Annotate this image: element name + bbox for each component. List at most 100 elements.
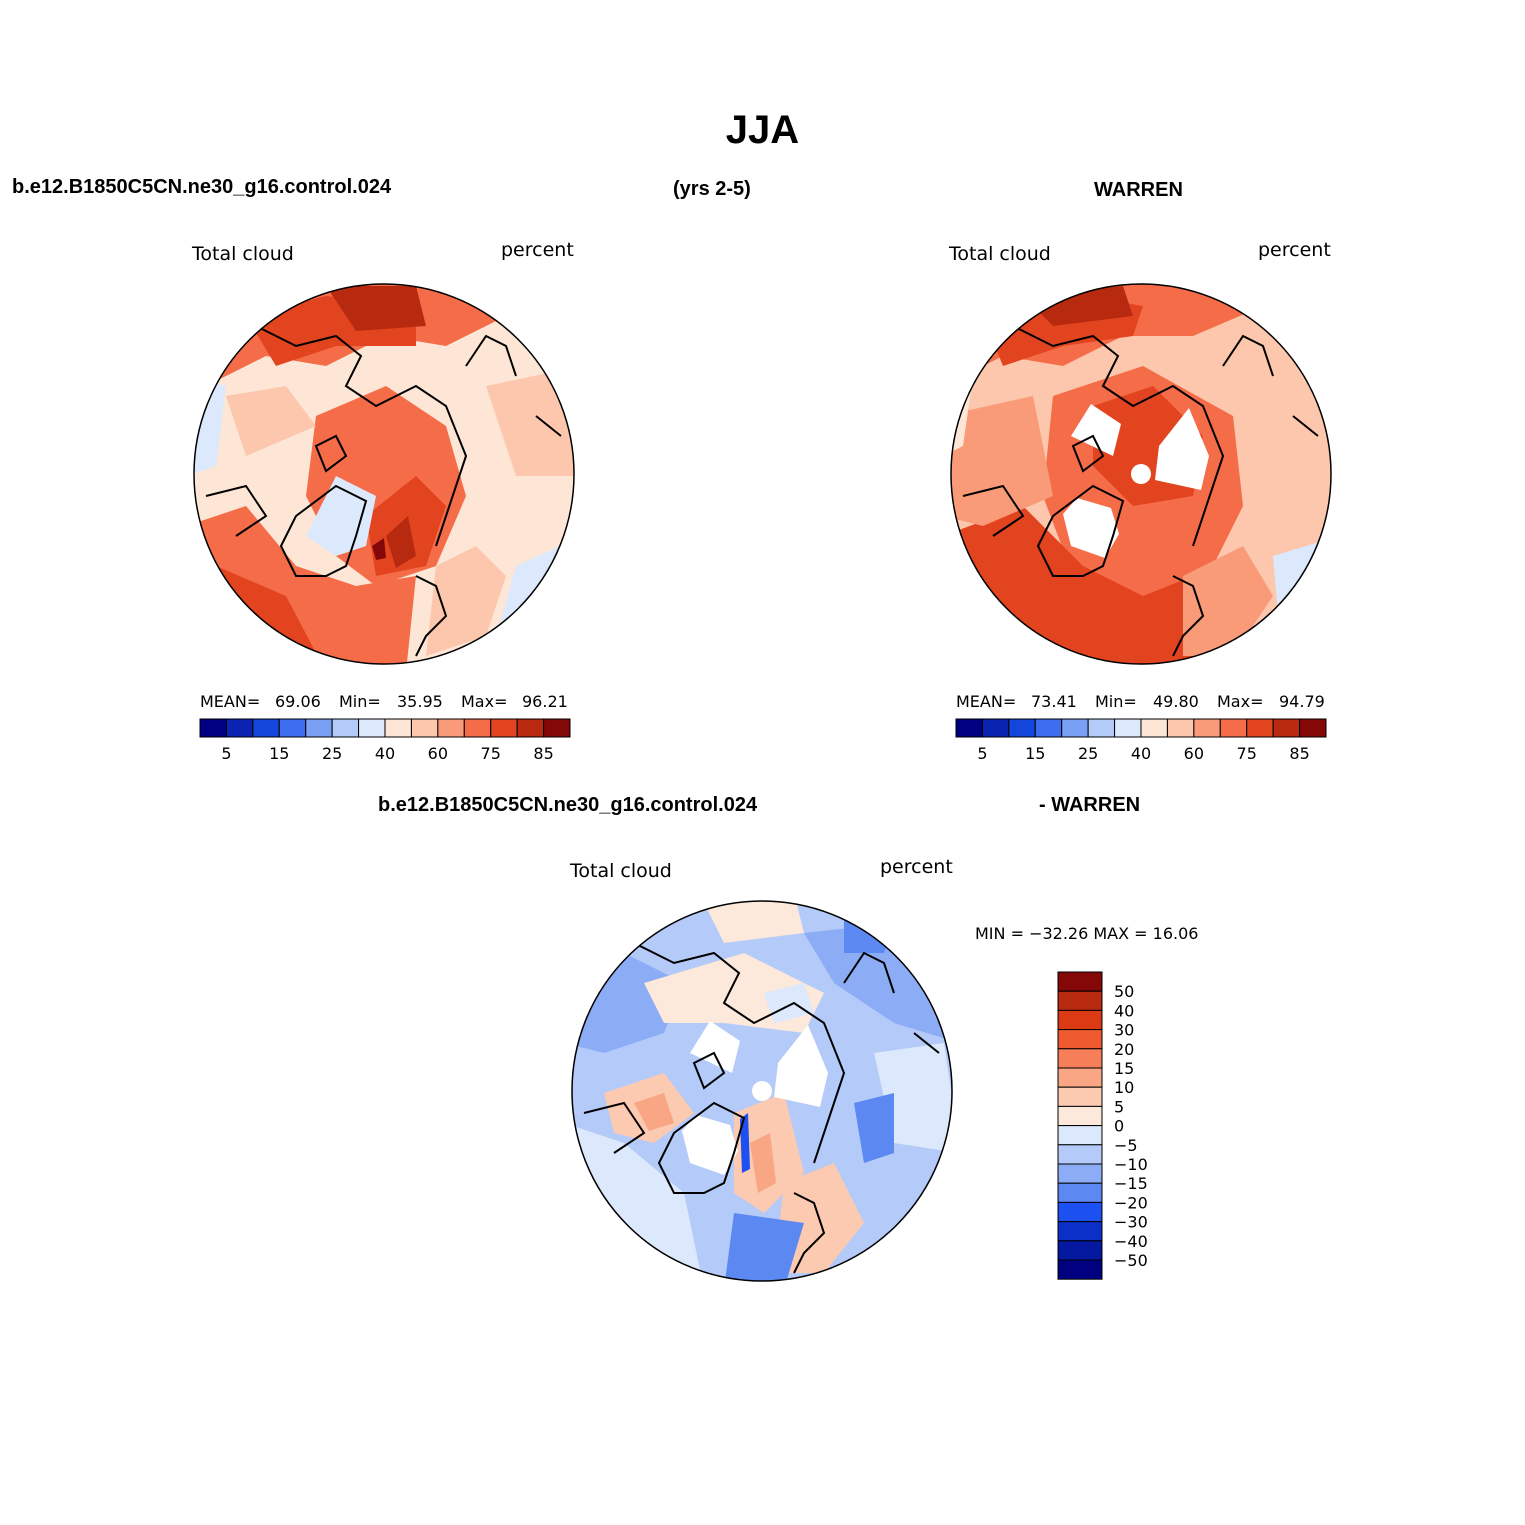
model-mean-value: 69.06 [275, 692, 321, 711]
colorbar-swatch [1057, 1240, 1103, 1261]
model-colorbar: 515254060758595 [199, 718, 571, 763]
colorbar-swatch [225, 718, 254, 738]
obs-mean-value: 73.41 [1031, 692, 1077, 711]
colorbar-swatch [1057, 1048, 1103, 1069]
colorbar-tick-label: 15 [1025, 744, 1045, 763]
model-variable-label: Total cloud [192, 243, 294, 265]
colorbar-swatch [1057, 1105, 1103, 1127]
colorbar-tick-label: 40 [1131, 744, 1151, 763]
colorbar-swatch [1299, 718, 1327, 738]
model-units-label: percent [501, 239, 574, 261]
colorbar-tick-label: 50 [1114, 982, 1134, 1001]
colorbar-swatch [384, 718, 412, 738]
diff-obs-name-header: - WARREN [1039, 794, 1141, 816]
colorbar-tick-label: 75 [481, 744, 501, 763]
diff-case-name-header: b.e12.B1850C5CN.ne30_g16.control.024 [378, 794, 758, 816]
model-mean-label: MEAN= [200, 692, 261, 711]
colorbar-swatch [1193, 718, 1221, 738]
obs-max-value: 94.79 [1279, 692, 1325, 711]
colorbar-tick-label: 30 [1114, 1021, 1134, 1040]
colorbar-tick-label: −30 [1114, 1213, 1148, 1232]
colorbar-swatch [1166, 718, 1195, 738]
colorbar-tick-label: −40 [1114, 1232, 1148, 1251]
colorbar-swatch [490, 718, 518, 738]
model-max-label: Max= [461, 692, 508, 711]
colorbar-tick-label: 25 [1078, 744, 1098, 763]
obs-colorbar: 515254060758595 [955, 718, 1327, 763]
colorbar-tick-label: 85 [1289, 744, 1309, 763]
obs-name-header: WARREN [1094, 179, 1183, 201]
colorbar-tick-label: 40 [375, 744, 395, 763]
obs-max-label: Max= [1217, 692, 1264, 711]
colorbar-swatch [1057, 971, 1103, 992]
colorbar-tick-label: −20 [1114, 1193, 1148, 1212]
obs-mean-label: MEAN= [956, 692, 1017, 711]
colorbar-tick-label: 40 [1114, 1001, 1134, 1020]
colorbar-swatch [358, 718, 386, 738]
colorbar-swatch [1008, 718, 1036, 738]
colorbar-tick-label: −5 [1114, 1136, 1138, 1155]
colorbar-swatch [331, 718, 360, 738]
colorbar-tick-label: 10 [1114, 1078, 1134, 1097]
case-name-header: b.e12.B1850C5CN.ne30_g16.control.024 [12, 176, 392, 198]
colorbar-swatch [1087, 718, 1116, 738]
colorbar-swatch [1061, 718, 1089, 738]
model-max-value: 96.21 [522, 692, 568, 711]
colorbar-tick-label: 60 [428, 744, 448, 763]
model-polar-map [193, 283, 575, 665]
diff-polar-map [571, 900, 953, 1282]
obs-polar-map [950, 283, 1332, 665]
colorbar-swatch [1057, 1125, 1103, 1146]
colorbar-swatch [1114, 718, 1142, 738]
colorbar-swatch [1246, 718, 1274, 738]
colorbar-tick-label: −15 [1114, 1174, 1148, 1193]
colorbar-tick-label: 5 [221, 744, 231, 763]
colorbar-swatch [516, 718, 545, 738]
years-header: (yrs 2-5) [673, 178, 751, 200]
colorbar-swatch [1057, 1029, 1103, 1050]
colorbar-swatch [1057, 1163, 1103, 1184]
diff-variable-label: Total cloud [570, 860, 672, 882]
obs-variable-label: Total cloud [949, 243, 1051, 265]
colorbar-tick-label: 5 [977, 744, 987, 763]
colorbar-swatch [1057, 1182, 1103, 1203]
obs-min-label: Min= [1095, 692, 1137, 711]
colorbar-swatch [1057, 1221, 1103, 1242]
colorbar-swatch [1057, 1259, 1103, 1280]
colorbar-tick-label: 15 [1114, 1059, 1134, 1078]
colorbar-tick-label: 15 [269, 744, 289, 763]
colorbar-tick-label: 5 [1114, 1097, 1124, 1116]
diff-minmax-label: MIN = −32.26 MAX = 16.06 [975, 924, 1199, 943]
colorbar-swatch [981, 718, 1010, 738]
colorbar-swatch [1057, 1144, 1103, 1165]
diff-units-label: percent [880, 856, 953, 878]
colorbar-swatch [1057, 1201, 1103, 1223]
colorbar-swatch [1057, 990, 1103, 1011]
model-min-label: Min= [339, 692, 381, 711]
colorbar-tick-label: 85 [533, 744, 553, 763]
obs-min-value: 49.80 [1153, 692, 1199, 711]
obs-units-label: percent [1258, 239, 1331, 261]
colorbar-swatch [1057, 1067, 1103, 1088]
model-min-value: 35.95 [397, 692, 443, 711]
colorbar-swatch [305, 718, 333, 738]
colorbar-tick-label: −10 [1114, 1155, 1148, 1174]
colorbar-swatch [252, 718, 280, 738]
colorbar-swatch [278, 718, 307, 738]
colorbar-swatch [199, 718, 227, 738]
colorbar-swatch [437, 718, 465, 738]
colorbar-tick-label: 0 [1114, 1117, 1124, 1136]
colorbar-swatch [1034, 718, 1063, 738]
colorbar-swatch [1057, 1086, 1103, 1107]
colorbar-swatch [463, 718, 492, 738]
colorbar-swatch [1219, 718, 1248, 738]
figure-title: JJA [725, 108, 800, 152]
colorbar-tick-label: 75 [1237, 744, 1257, 763]
colorbar-tick-label: 25 [322, 744, 342, 763]
colorbar-swatch [410, 718, 439, 738]
colorbar-swatch [543, 718, 571, 738]
colorbar-tick-label: 60 [1184, 744, 1204, 763]
colorbar-swatch [1057, 1009, 1103, 1031]
colorbar-tick-label: 20 [1114, 1040, 1134, 1059]
